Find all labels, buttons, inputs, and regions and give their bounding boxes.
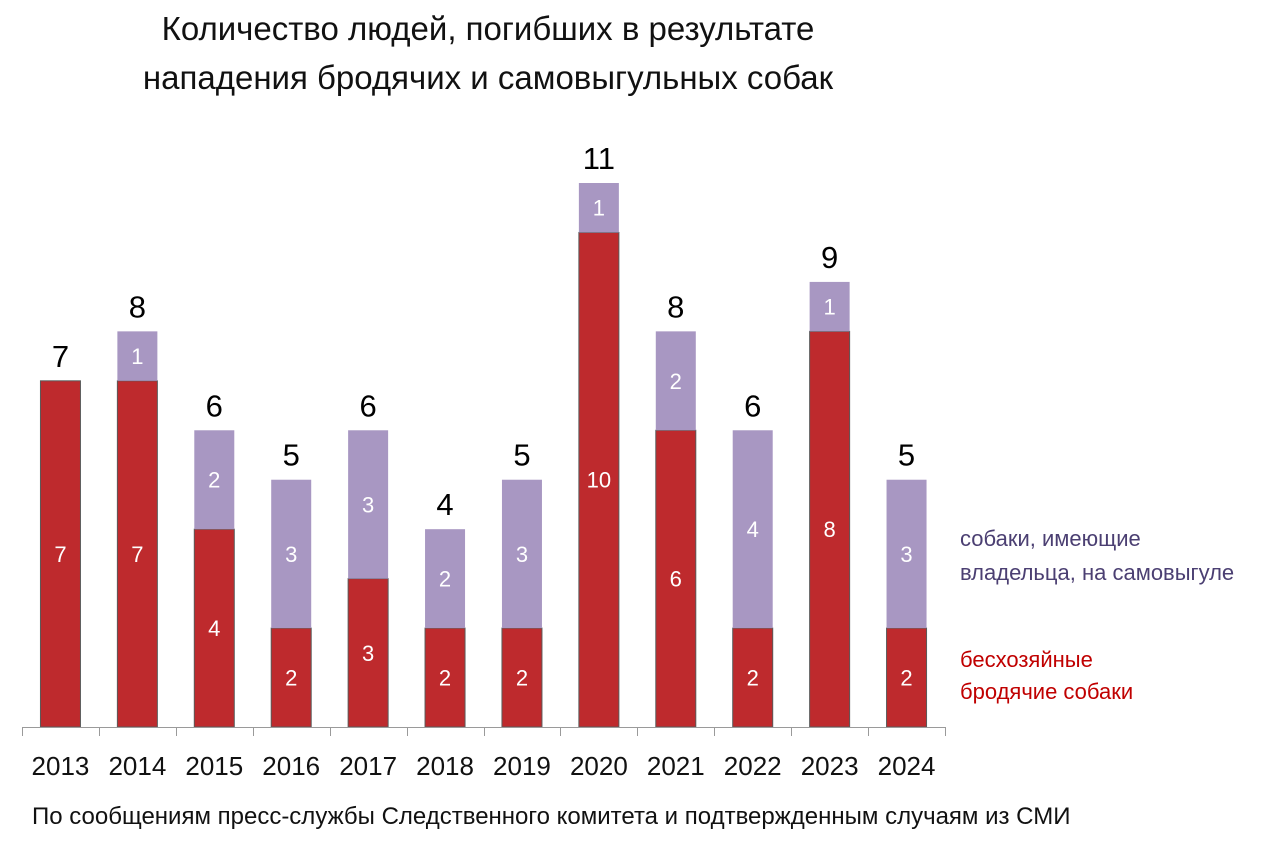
- segment-label-owned-2021: 2: [670, 369, 682, 394]
- segment-label-stray-2016: 2: [285, 666, 297, 691]
- segment-label-stray-2021: 6: [670, 567, 682, 592]
- bar-owned-2019: [501, 479, 542, 629]
- x-tick-label-2021: 2021: [647, 751, 705, 781]
- x-tick-label-2013: 2013: [32, 751, 90, 781]
- total-label-2023: 9: [821, 240, 838, 275]
- total-label-2018: 4: [436, 487, 453, 522]
- segment-label-stray-2023: 8: [824, 517, 836, 542]
- bar-stray-2022: [732, 627, 774, 728]
- source-note: По сообщениям пресс-службы Следственного…: [32, 803, 1070, 830]
- total-label-2013: 7: [52, 339, 69, 374]
- segment-label-owned-2023: 1: [824, 295, 836, 320]
- legend-owned-line-1: собаки, имеющие: [960, 526, 1141, 551]
- segment-label-owned-2024: 3: [900, 542, 912, 567]
- segment-label-stray-2015: 4: [208, 616, 220, 641]
- x-tick-label-2019: 2019: [493, 751, 551, 781]
- bar-owned-2020: [578, 183, 619, 233]
- bar-owned-2023: [809, 281, 850, 332]
- bar-owned-2015: [194, 430, 235, 530]
- segment-label-stray-2020: 10: [587, 468, 611, 493]
- segment-label-owned-2014: 1: [131, 344, 143, 369]
- total-label-2016: 5: [283, 438, 300, 473]
- bar-stray-2020: [578, 231, 620, 728]
- legend-owned-line-2: владельца, на самовыгуле: [960, 560, 1234, 585]
- chart-title-line-2: нападения бродячих и самовыгульных собак: [143, 59, 834, 96]
- segment-label-owned-2020: 1: [593, 196, 605, 221]
- segment-label-owned-2015: 2: [208, 468, 220, 493]
- segment-label-owned-2022: 4: [747, 517, 759, 542]
- total-label-2024: 5: [898, 438, 915, 473]
- segment-label-stray-2013: 7: [54, 542, 66, 567]
- total-label-2021: 8: [667, 289, 684, 324]
- bar-stack-2021: 6 2 8: [655, 289, 697, 728]
- segment-label-owned-2019: 3: [516, 542, 528, 567]
- x-tick-label-2018: 2018: [416, 751, 474, 781]
- bar-owned-2014: [117, 331, 158, 381]
- segment-label-owned-2016: 3: [285, 542, 297, 567]
- segment-label-stray-2014: 7: [131, 542, 143, 567]
- bar-stack-2013: 77: [39, 339, 81, 728]
- segment-label-owned-2018: 2: [439, 567, 451, 592]
- bar-stack-2015: 4 2 6: [193, 388, 235, 728]
- segment-label-stray-2018: 2: [439, 666, 451, 691]
- bar-owned-2024: [886, 479, 927, 629]
- bar-stack-2024: 2 3 5: [886, 438, 928, 728]
- total-label-2015: 6: [206, 388, 223, 423]
- bar-stray-2024: [886, 627, 928, 728]
- chart-title: Количество людей, погибших в результате …: [143, 10, 834, 96]
- chart-title-line-1: Количество людей, погибших в результате: [162, 10, 815, 47]
- x-tick-label-2023: 2023: [801, 751, 859, 781]
- total-label-2017: 6: [360, 388, 377, 423]
- legend: собаки, имеющие владельца, на самовыгуле…: [960, 526, 1234, 704]
- total-label-2019: 5: [513, 438, 530, 473]
- bar-stack-2023: 8 1 9: [809, 240, 851, 728]
- x-tick-label-2016: 2016: [262, 751, 320, 781]
- bar-stack-2018: 2 2 4: [424, 487, 466, 728]
- segment-label-stray-2019: 2: [516, 666, 528, 691]
- bar-owned-2017: [348, 430, 389, 579]
- bar-stack-2016: 2 3 5: [270, 438, 312, 728]
- x-tick-label-2015: 2015: [185, 751, 243, 781]
- total-label-2014: 8: [129, 289, 146, 324]
- bar-stray-2021: [655, 429, 697, 728]
- x-tick-label-2020: 2020: [570, 751, 628, 781]
- total-label-2020: 11: [583, 141, 615, 176]
- bar-owned-2022: [732, 430, 773, 629]
- bar-stray-2013: [39, 380, 81, 728]
- x-tick-label-2014: 2014: [108, 751, 166, 781]
- segment-label-owned-2017: 3: [362, 492, 374, 517]
- legend-stray-line-1: бесхозяйные: [960, 647, 1093, 672]
- x-axis: 2013 2014 2015 2016 2017 2018 2019 2020 2021 2022…: [22, 727, 946, 781]
- bar-stack-2014: 7 1 8: [116, 289, 158, 728]
- segment-label-stray-2022: 2: [747, 666, 759, 691]
- bar-owned-2016: [271, 479, 312, 629]
- bar-stack-2019: 2 3 5: [501, 438, 543, 728]
- legend-stray-line-2: бродячие собаки: [960, 679, 1133, 704]
- x-tick-label-2022: 2022: [724, 751, 782, 781]
- segment-label-stray-2024: 2: [900, 666, 912, 691]
- x-tick-label-2024: 2024: [878, 751, 936, 781]
- bar-stack-2017: 3 3 6: [347, 388, 389, 728]
- bar-stack-2022: 2 4 6: [732, 388, 774, 728]
- x-tick-label-2017: 2017: [339, 751, 397, 781]
- bar-stray-2014: [116, 380, 158, 728]
- bar-owned-2021: [655, 331, 696, 431]
- total-label-2022: 6: [744, 388, 761, 423]
- bar-owned-2018: [425, 529, 466, 629]
- bar-stray-2015: [193, 528, 235, 728]
- segment-label-stray-2017: 3: [362, 641, 374, 666]
